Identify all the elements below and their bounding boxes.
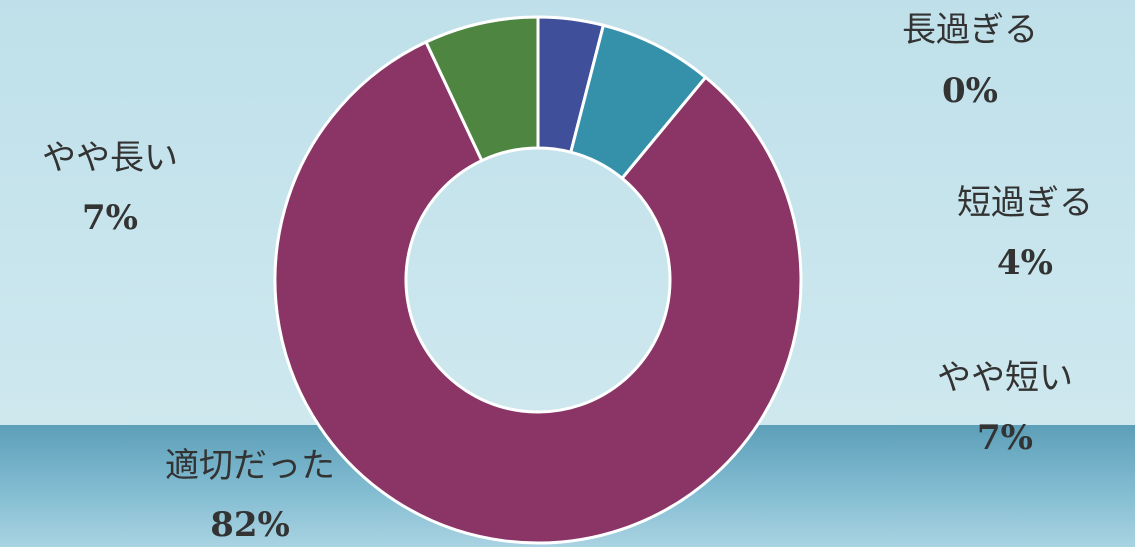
slice-label: 適切だった <box>165 446 335 486</box>
slice-value-label: 0% <box>942 71 998 111</box>
slice-value-label: 7% <box>977 418 1033 458</box>
slice <box>273 40 803 545</box>
slice-label: やや長い <box>42 138 178 178</box>
slice-label: 短過ぎる <box>957 183 1093 223</box>
slice <box>424 15 540 163</box>
slice-label: 長過ぎる <box>902 10 1038 50</box>
slice-value-label: 7% <box>82 198 138 238</box>
slice-label: やや短い <box>937 358 1073 398</box>
slice-value-label: 4% <box>997 243 1053 283</box>
slice-value-label: 82% <box>210 505 290 545</box>
